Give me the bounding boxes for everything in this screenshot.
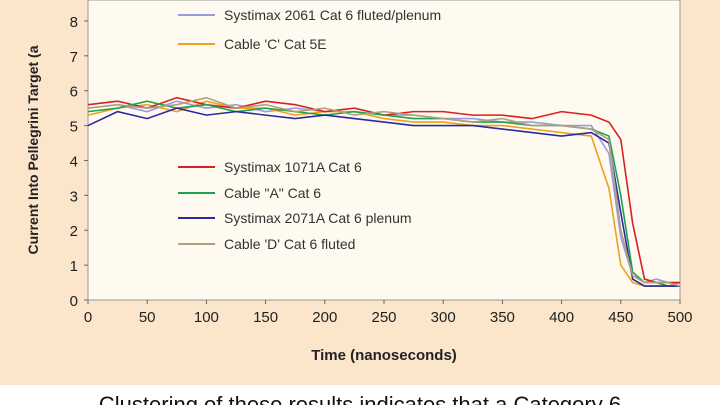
y-tick-label: 0 xyxy=(70,293,78,310)
x-axis-title: Time (nanoseconds) xyxy=(311,347,457,364)
x-tick-label: 250 xyxy=(371,309,396,326)
plot-area xyxy=(87,0,681,301)
y-tick-label: 6 xyxy=(70,84,78,101)
y-tick-label: 7 xyxy=(70,49,78,66)
y-tick-label: 3 xyxy=(70,188,78,205)
x-tick-label: 50 xyxy=(139,309,156,326)
legend-label: Cable 'D' Cat 6 fluted xyxy=(224,236,355,252)
y-axis-title: Current Into Pellegrini Target (a xyxy=(25,45,41,254)
y-tick-label: 2 xyxy=(70,223,78,240)
x-tick-label: 0 xyxy=(84,309,92,326)
y-tick-label: 8 xyxy=(70,14,78,31)
x-tick-label: 350 xyxy=(490,309,515,326)
x-tick-label: 100 xyxy=(194,309,219,326)
x-tick-label: 150 xyxy=(253,309,278,326)
legend-label: Systimax 2061 Cat 6 fluted/plenum xyxy=(224,7,441,23)
x-tick-label: 450 xyxy=(608,309,633,326)
series-line xyxy=(87,96,681,287)
y-tick-label: 5 xyxy=(70,119,78,136)
series-line xyxy=(87,107,680,287)
legend-label: Cable 'C' Cat 5E xyxy=(224,36,327,52)
legend-label: Systimax 2071A Cat 6 plenum xyxy=(224,210,412,226)
series-line xyxy=(87,100,681,287)
x-tick-label: 200 xyxy=(312,309,337,326)
y-tick-label: 4 xyxy=(70,153,78,170)
x-tick-label: 300 xyxy=(431,309,456,326)
y-tick-label: 1 xyxy=(70,258,78,275)
legend-label: Systimax 1071A Cat 6 xyxy=(224,159,362,175)
x-tick-label: 400 xyxy=(549,309,574,326)
x-tick-label: 500 xyxy=(667,309,692,326)
caption: Clustering of these results indicates th… xyxy=(99,392,621,405)
legend-label: Cable "A" Cat 6 xyxy=(224,185,321,201)
caption-background xyxy=(0,385,720,405)
